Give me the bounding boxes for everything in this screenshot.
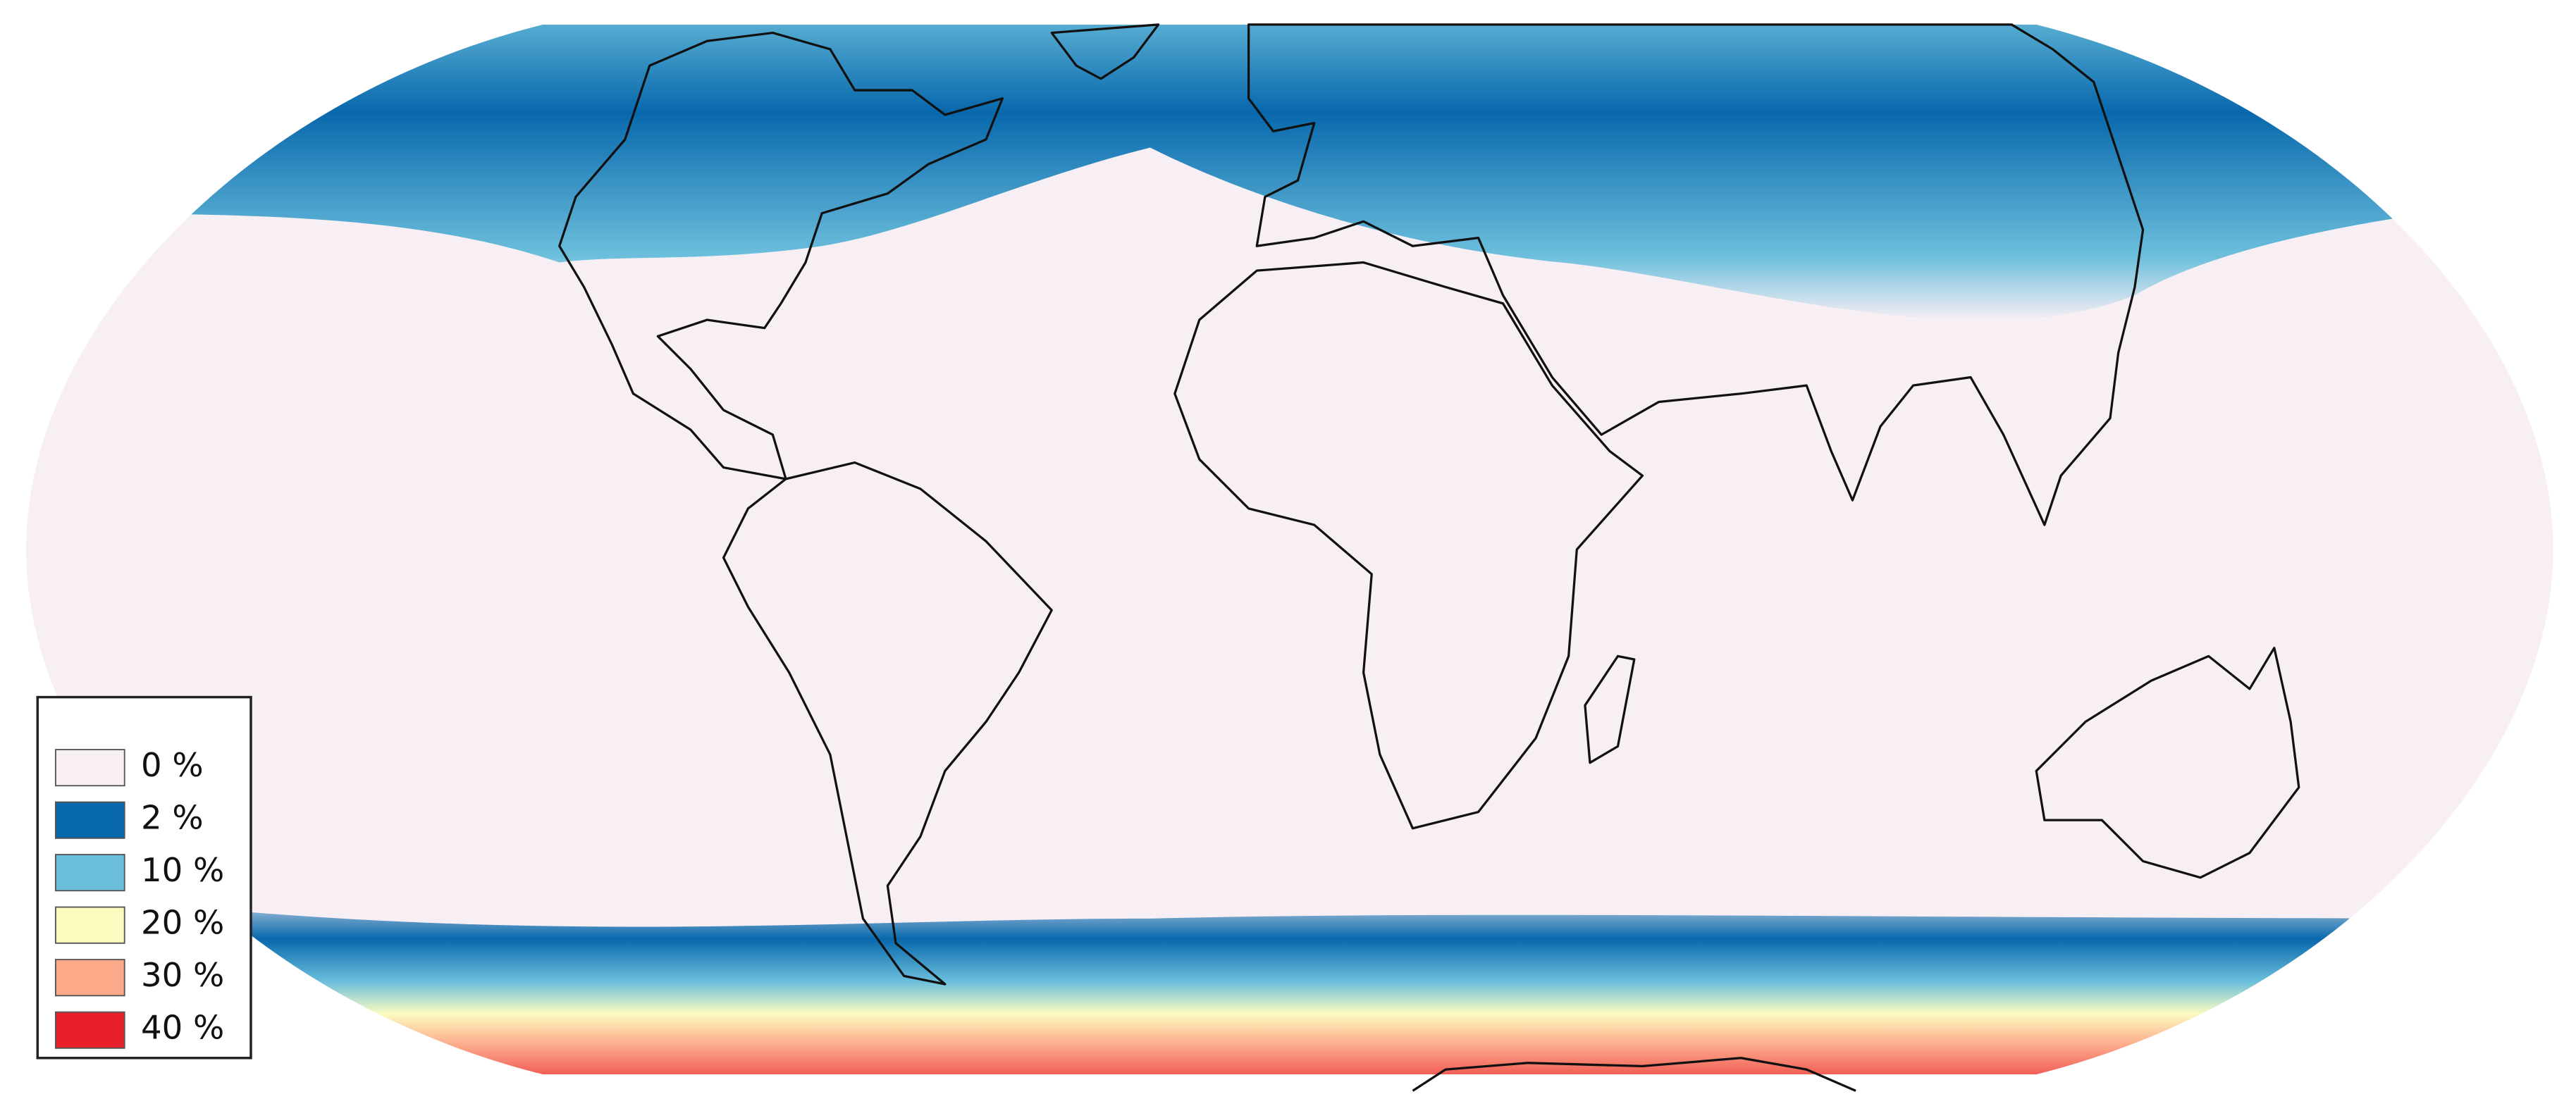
australia <box>2035 647 2300 879</box>
legend-swatch <box>54 801 125 839</box>
legend-swatch <box>54 749 125 787</box>
greenland <box>1050 23 1160 80</box>
south-america <box>722 461 1053 986</box>
antarctica <box>1412 1057 1856 1092</box>
legend-swatch <box>54 906 125 944</box>
legend-label: 0 % <box>141 746 204 784</box>
eurasia <box>1247 23 2145 526</box>
coastlines <box>558 23 2300 1092</box>
africa <box>1173 261 1644 830</box>
legend-label: 2 % <box>141 799 204 837</box>
legend-swatch <box>54 959 125 997</box>
legend: 0 % 2 % 10 % 20 % 30 % 40 % <box>36 695 252 1060</box>
legend-swatch <box>54 1011 125 1049</box>
legend-label: 10 % <box>141 851 224 889</box>
southern-band <box>25 886 2553 1075</box>
legend-label: 20 % <box>141 904 224 942</box>
madagascar <box>1584 654 1636 764</box>
north-america <box>558 31 1004 480</box>
legend-label: 40 % <box>141 1009 224 1047</box>
legend-label: 30 % <box>141 956 224 994</box>
legend-swatch <box>54 854 125 892</box>
